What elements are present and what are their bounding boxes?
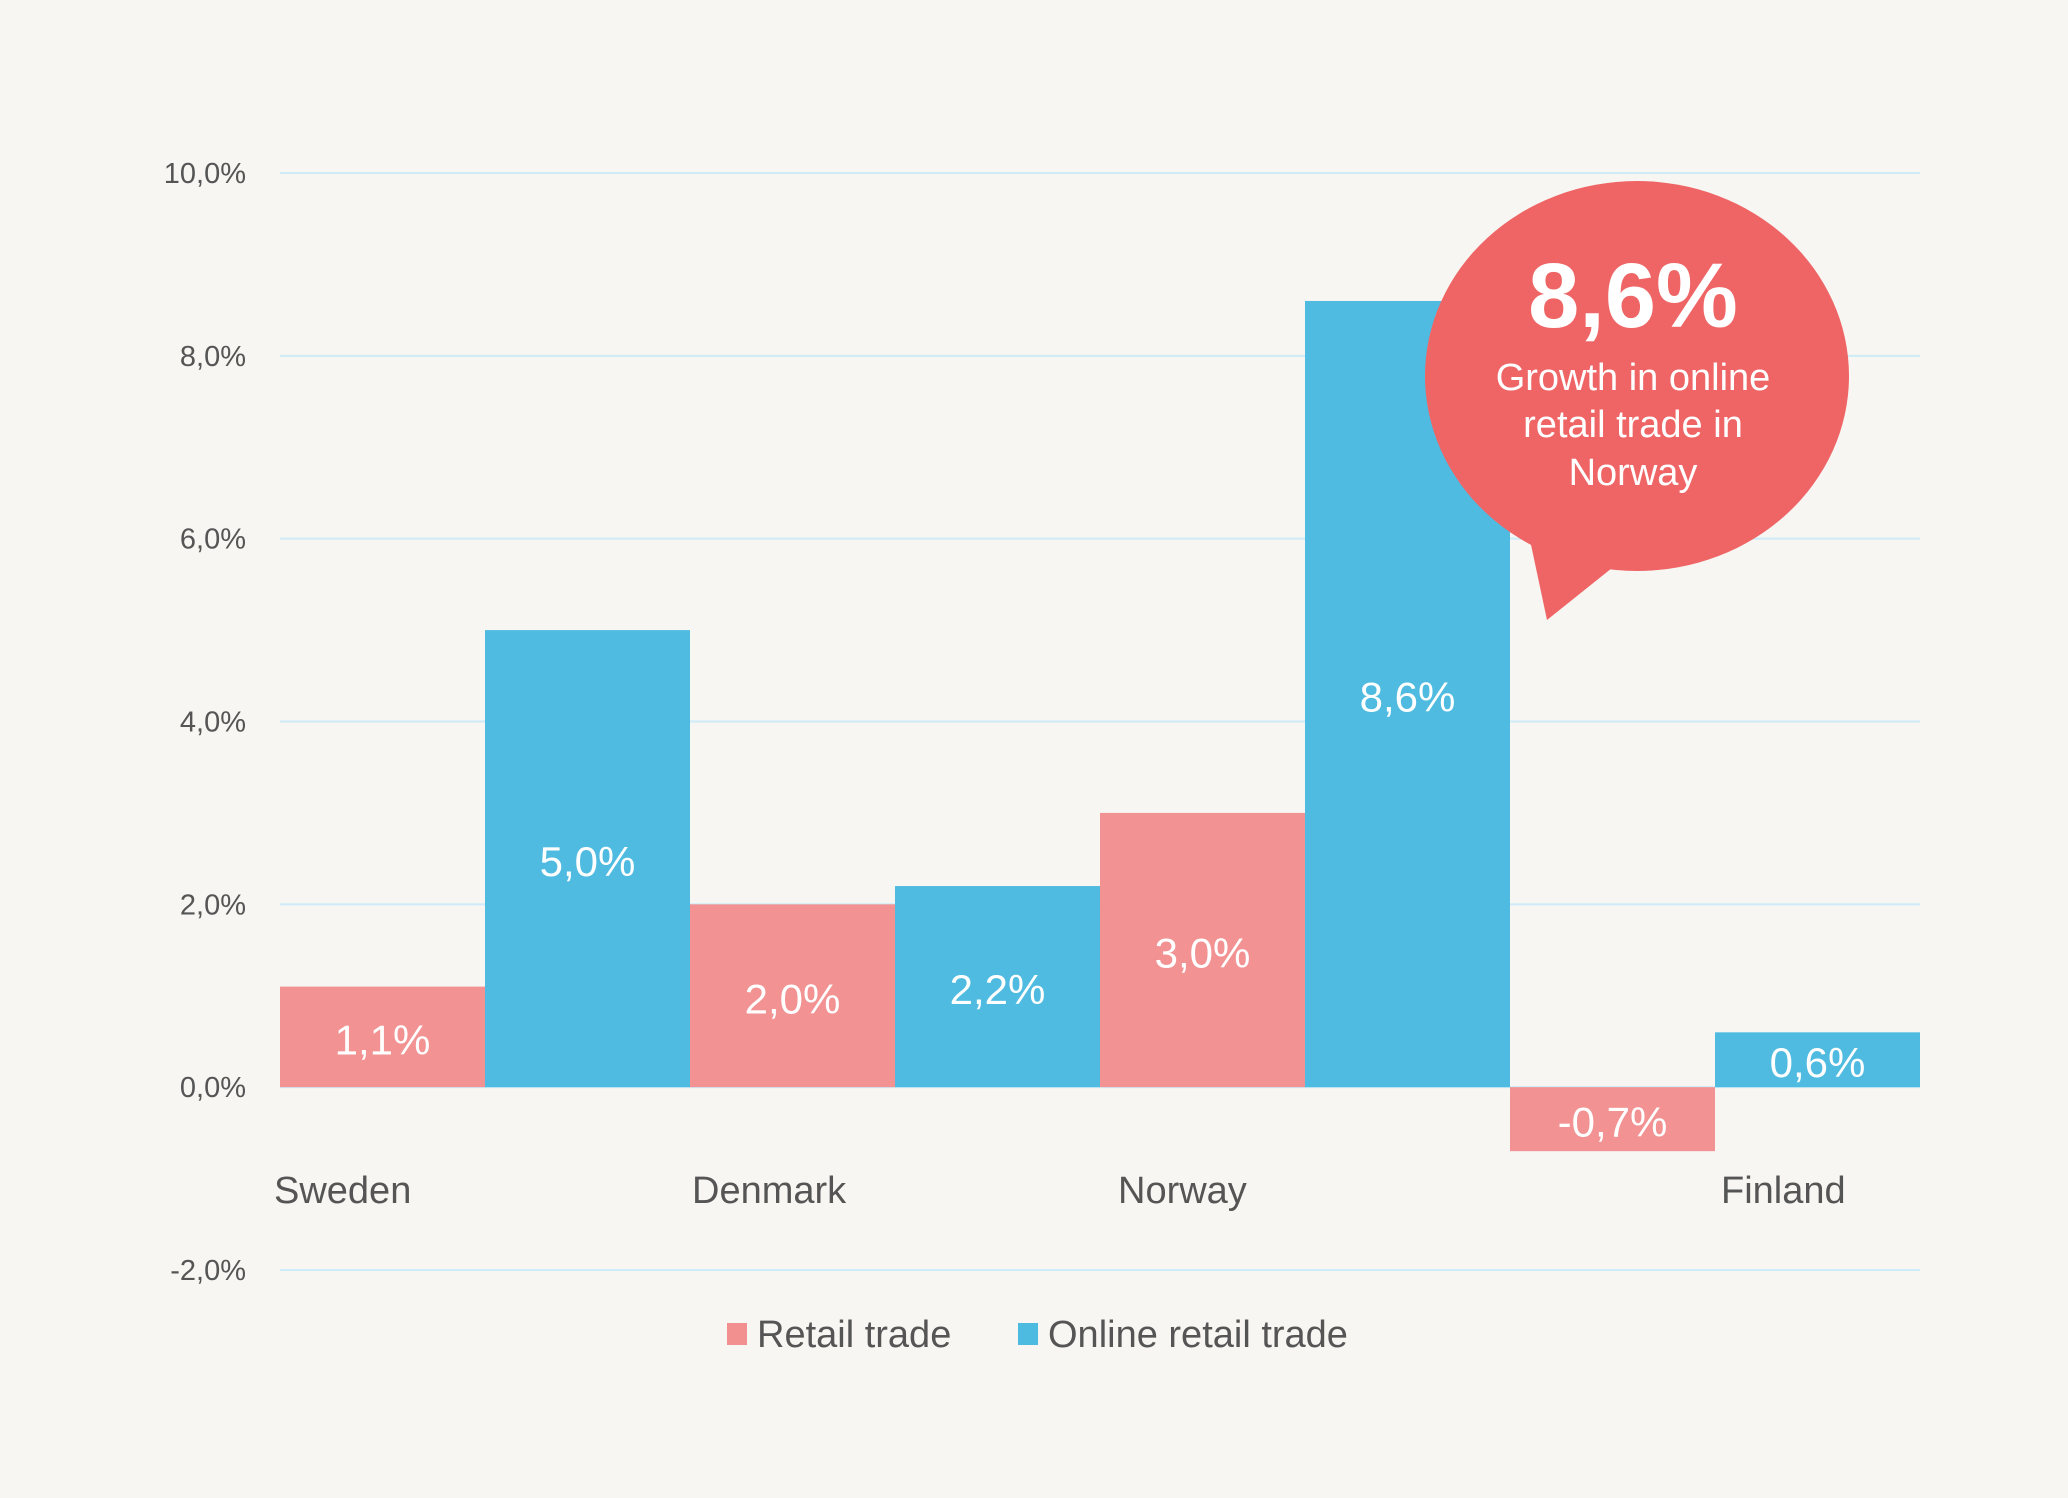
legend-label-retail: Retail trade bbox=[757, 1314, 951, 1356]
legend-swatch-online bbox=[1018, 1323, 1038, 1345]
legend-swatch-retail bbox=[727, 1323, 747, 1345]
category-label: Sweden bbox=[274, 1170, 411, 1212]
category-labels: Sweden Denmark Norway Finland bbox=[274, 1170, 1846, 1212]
category-label: Finland bbox=[1721, 1170, 1846, 1212]
bar-finland-1 bbox=[1715, 1032, 1920, 1088]
bar-data-label: 2,2% bbox=[950, 966, 1046, 1013]
y-tick-label: 8,0% bbox=[180, 341, 246, 373]
y-tick-label: -2,0% bbox=[170, 1255, 246, 1287]
y-tick-label: 0,0% bbox=[180, 1072, 246, 1104]
callout-tail bbox=[1530, 540, 1612, 620]
y-axis-ticks: -2,0% 0,0% 2,0% 4,0% 6,0% 8,0% 10,0% bbox=[164, 158, 246, 1287]
bar-data-label: 8,6% bbox=[1360, 674, 1456, 721]
callout-line-3: Norway bbox=[1569, 452, 1698, 494]
callout-line-1: Growth in online bbox=[1496, 357, 1771, 399]
y-tick-label: 4,0% bbox=[180, 707, 246, 739]
bar-data-label: -0,7% bbox=[1558, 1099, 1668, 1146]
bar-norway-0 bbox=[1100, 812, 1305, 1088]
bar-finland-0 bbox=[1510, 1087, 1715, 1152]
bar-data-label: 5,0% bbox=[540, 838, 636, 885]
bar-denmark-0 bbox=[690, 904, 895, 1088]
bar-data-label: 3,0% bbox=[1155, 930, 1251, 977]
y-tick-label: 10,0% bbox=[164, 158, 246, 190]
y-tick-label: 6,0% bbox=[180, 524, 246, 556]
bar-sweden-1 bbox=[485, 630, 690, 1088]
y-tick-label: 2,0% bbox=[180, 889, 246, 921]
callout-value: 8,6% bbox=[1528, 245, 1738, 347]
bar-data-label: 1,1% bbox=[335, 1016, 431, 1063]
callout-bubble: 8,6% Growth in online retail trade in No… bbox=[1425, 181, 1849, 620]
category-label: Norway bbox=[1118, 1170, 1247, 1212]
category-label: Denmark bbox=[692, 1170, 847, 1212]
bar-data-label: 2,0% bbox=[745, 975, 841, 1022]
legend-label-online: Online retail trade bbox=[1048, 1314, 1348, 1356]
legend: Retail trade Online retail trade bbox=[727, 1314, 1348, 1356]
bar-sweden-0 bbox=[280, 986, 485, 1088]
callout-line-2: retail trade in bbox=[1523, 404, 1743, 446]
callout-ellipse bbox=[1425, 181, 1849, 571]
bar-denmark-1 bbox=[895, 886, 1100, 1088]
bar-data-label: 0,6% bbox=[1770, 1039, 1866, 1086]
